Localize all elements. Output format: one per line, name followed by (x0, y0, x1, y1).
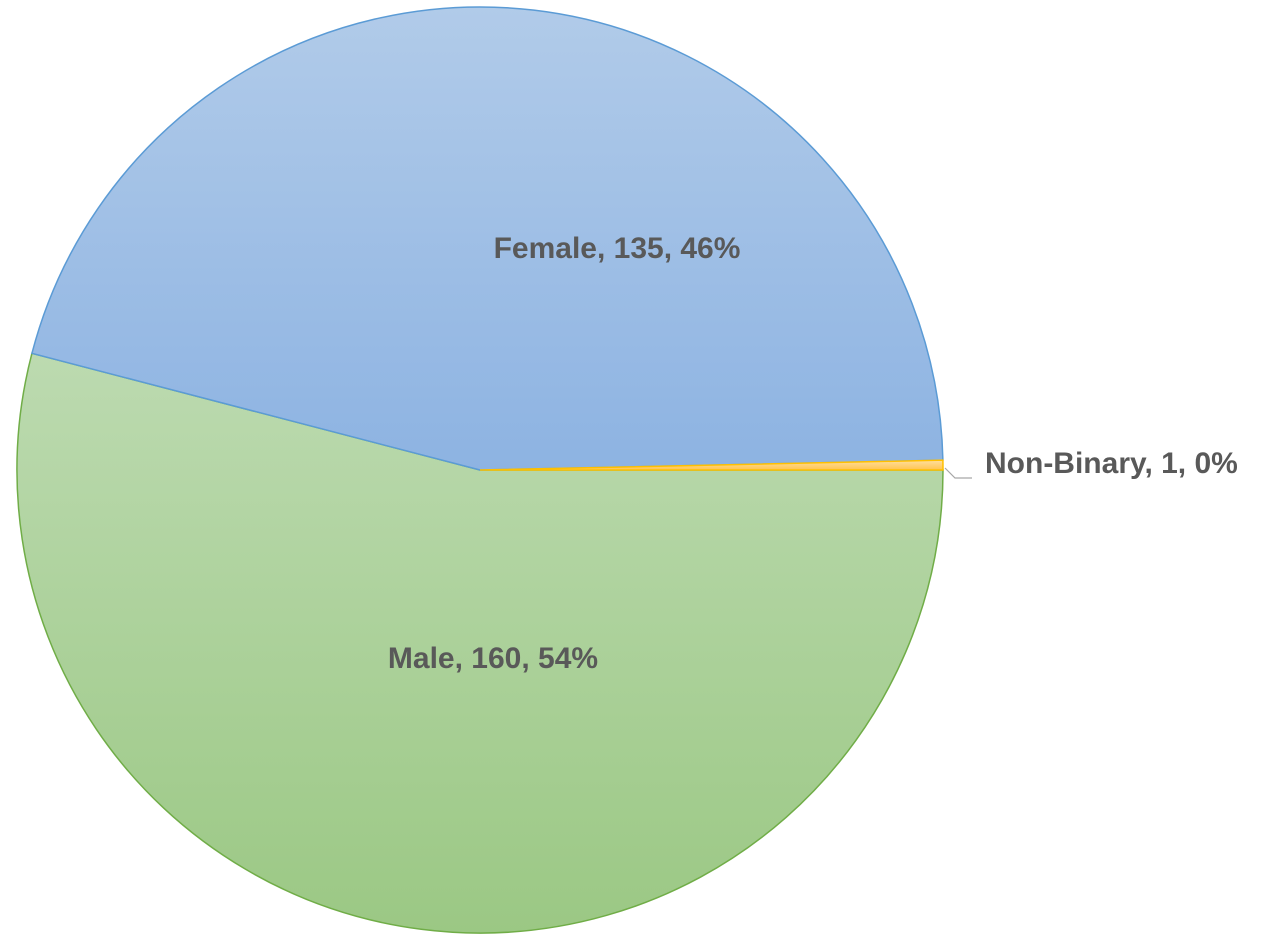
data-label: Non-Binary, 1, 0% (985, 447, 1238, 480)
pie-slice (31, 6, 944, 471)
pie-slice (479, 459, 944, 471)
leader-line (944, 467, 972, 479)
data-label: Male, 160, 54% (388, 642, 598, 675)
data-label: Female, 135, 46% (494, 232, 741, 265)
pie-slice (16, 352, 944, 934)
